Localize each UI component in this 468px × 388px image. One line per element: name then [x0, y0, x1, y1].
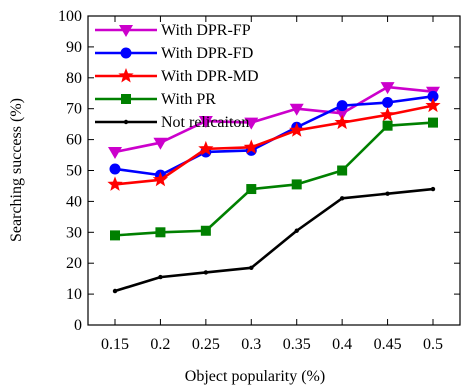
- x-tick-label: 0.35: [283, 336, 311, 353]
- data-point-not-relicaiton: [430, 186, 436, 192]
- y-tick-label: 70: [66, 101, 82, 118]
- legend-marker-with-dpr-fp: [119, 25, 133, 37]
- data-point-with-dpr-fp: [380, 82, 395, 95]
- data-point-not-relicaiton: [203, 270, 209, 275]
- data-point-with-dpr-fp: [153, 137, 168, 150]
- legend-item-not-relicaiton: Not relicaiton: [95, 114, 249, 131]
- series-with-dpr-fp: [108, 82, 440, 159]
- legend-label-with-dpr-fp: With DPR-FP: [161, 22, 251, 39]
- y-tick-label: 20: [66, 255, 82, 272]
- y-tick-label: 30: [66, 224, 82, 241]
- data-point-with-pr: [246, 184, 257, 195]
- data-point-not-relicaiton: [339, 196, 345, 201]
- y-tick-label: 80: [66, 70, 82, 87]
- plot-frame: [87, 15, 461, 326]
- x-axis-label: Object popularity (%): [185, 368, 325, 385]
- plot-area: [87, 15, 461, 326]
- series-line-with-pr: [114, 121, 434, 237]
- data-point-with-dpr-md: [289, 122, 305, 137]
- series-with-dpr-md: [107, 97, 441, 191]
- series-line-with-dpr-fd: [114, 95, 434, 177]
- x-tick-label: 0.3: [241, 336, 261, 353]
- data-point-with-pr: [382, 120, 393, 131]
- data-point-with-dpr-md: [152, 171, 169, 187]
- data-point-with-dpr-fd: [427, 90, 439, 102]
- data-point-with-dpr-fp: [198, 116, 213, 129]
- series-line-not-relicaiton: [114, 187, 434, 293]
- x-tick-label: 0.45: [374, 336, 402, 353]
- legend-label-with-dpr-md: With DPR-MD: [161, 68, 259, 85]
- data-point-with-dpr-md: [107, 176, 123, 191]
- data-point-with-dpr-md: [243, 139, 259, 154]
- y-tick-label: 50: [66, 163, 82, 180]
- series-with-pr: [110, 117, 438, 241]
- data-point-with-dpr-fd: [382, 97, 394, 109]
- series-line-with-dpr-md: [114, 104, 434, 186]
- series-not-relicaiton: [112, 186, 436, 294]
- legend: With DPR-FP With DPR-FD With DPR-MD With PR…: [95, 22, 259, 131]
- series-with-dpr-fd: [109, 90, 439, 181]
- y-tick-label: 100: [58, 8, 82, 25]
- data-point-with-dpr-fd: [109, 163, 121, 175]
- data-point-with-pr: [200, 225, 211, 236]
- y-axis-label: Searching success (%): [8, 98, 25, 242]
- x-tick-label: 0.25: [192, 336, 220, 353]
- legend-label-not-relicaiton: Not relicaiton: [161, 114, 249, 131]
- data-point-not-relicaiton: [294, 228, 299, 233]
- y-tick-label: 60: [66, 132, 82, 149]
- y-tick-label: 90: [66, 39, 82, 56]
- data-point-not-relicaiton: [385, 191, 390, 196]
- data-point-with-dpr-fd: [336, 100, 348, 112]
- legend-item-with-dpr-fp: With DPR-FP: [95, 22, 251, 39]
- legend-item-with-pr: With PR: [95, 91, 216, 108]
- legend-marker-with-dpr-fd: [120, 47, 132, 59]
- data-point-with-dpr-fp: [108, 146, 122, 159]
- legend-item-with-dpr-md: With DPR-MD: [95, 68, 259, 85]
- legend-label-with-dpr-fd: With DPR-FD: [161, 45, 253, 62]
- y-tick-label: 10: [66, 286, 82, 303]
- data-point-with-pr: [337, 165, 348, 176]
- legend-item-with-dpr-fd: With DPR-FD: [95, 45, 253, 62]
- x-tick-label: 0.2: [150, 336, 170, 353]
- data-point-not-relicaiton: [112, 288, 118, 294]
- y-tick-label: 40: [66, 193, 82, 210]
- data-point-with-dpr-fp: [335, 108, 350, 121]
- x-tick-label: 0.4: [332, 336, 352, 353]
- data-point-with-dpr-md: [334, 114, 350, 130]
- data-point-with-pr: [155, 227, 166, 238]
- y-tick-label: 0: [74, 317, 82, 334]
- y-axis-ticks: 0 10 20 30 40 50 60 70 80 90 100: [58, 8, 460, 334]
- data-point-not-relicaiton: [158, 274, 163, 280]
- series-line-with-dpr-fp: [114, 85, 434, 154]
- series-layer: [107, 82, 441, 294]
- legend-marker-with-dpr-md: [118, 68, 134, 83]
- data-point-with-dpr-md: [379, 106, 396, 122]
- data-point-with-dpr-md: [425, 97, 441, 113]
- data-point-with-dpr-fp: [289, 103, 304, 116]
- x-axis-ticks: 0.15 0.2 0.25 0.3 0.35 0.4 0.45 0.5: [101, 16, 443, 353]
- data-point-with-pr: [291, 179, 302, 190]
- data-point-with-dpr-fp: [244, 117, 259, 130]
- legend-label-with-pr: With PR: [161, 91, 216, 108]
- data-point-with-dpr-md: [198, 140, 214, 156]
- x-tick-label: 0.5: [423, 336, 443, 353]
- data-point-with-pr: [110, 230, 120, 241]
- legend-marker-not-relicaiton: [123, 119, 129, 125]
- data-point-not-relicaiton: [249, 265, 254, 271]
- data-point-with-pr: [428, 117, 438, 128]
- legend-marker-with-pr: [121, 94, 131, 104]
- x-tick-label: 0.15: [101, 336, 129, 353]
